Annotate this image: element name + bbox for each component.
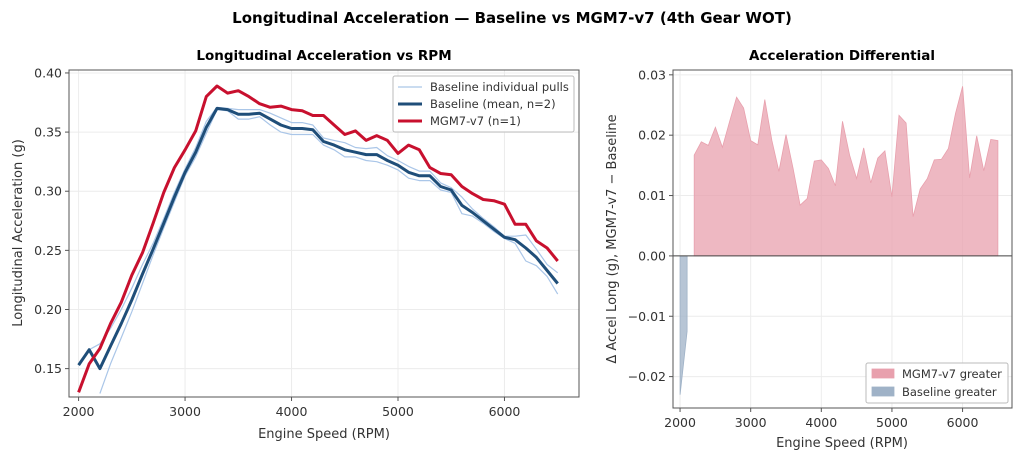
y-tick-label: 0.30	[34, 184, 62, 199]
y-tick-label: 0.25	[34, 243, 62, 258]
legend-label-mean: Baseline (mean, n=2)	[430, 97, 556, 111]
left-legend: Baseline individual pulls Baseline (mean…	[392, 75, 575, 133]
left-ylabel: Longitudinal Acceleration (g)	[11, 139, 26, 327]
right-xlabel: Engine Speed (RPM)	[776, 436, 908, 451]
y-tick-label: 0.40	[34, 65, 62, 80]
x-tick-label: 3000	[169, 404, 201, 419]
area-mgm7-greater	[693, 86, 999, 257]
series-line-mean	[77, 106, 559, 371]
y-tick-label: 0.02	[638, 128, 666, 143]
right-chart-title: Acceleration Differential	[749, 48, 935, 64]
right-axes-frame	[672, 69, 1013, 409]
y-tick-label: −0.01	[628, 309, 666, 324]
suptitle: Longitudinal Acceleration — Baseline vs …	[232, 9, 792, 27]
x-tick-label: 6000	[489, 404, 521, 419]
x-tick-label: 2000	[664, 415, 696, 430]
left-chart-title: Longitudinal Acceleration vs RPM	[196, 48, 451, 64]
y-tick-label: 0.00	[638, 248, 666, 263]
legend-swatch-neg	[871, 386, 895, 397]
legend-label-neg: Baseline greater	[902, 385, 997, 399]
x-tick-label: 4000	[276, 404, 308, 419]
x-tick-label: 2000	[63, 404, 95, 419]
y-tick-label: 0.20	[34, 302, 62, 317]
right-ylabel: Δ Accel Long (g), MGM7-v7 − Baseline	[605, 114, 620, 363]
legend-label-mgm7: MGM7-v7 (n=1)	[430, 114, 521, 128]
x-tick-label: 6000	[947, 415, 979, 430]
left-axes-frame	[68, 69, 580, 398]
legend-label-pos: MGM7-v7 greater	[902, 367, 1002, 381]
legend-swatch-pos	[871, 368, 895, 379]
series-line-mgm7	[77, 84, 559, 393]
series-line-pullA	[78, 106, 559, 366]
series-line-pullB	[99, 109, 559, 394]
y-tick-label: 0.03	[638, 67, 666, 82]
right-legend: MGM7-v7 greater Baseline greater	[865, 362, 1009, 404]
right-chart: Acceleration Differential 2000 3000 4000 50…	[605, 48, 1013, 451]
y-tick-label: 0.35	[34, 125, 62, 140]
area-baseline-greater	[679, 255, 688, 395]
x-tick-label: 5000	[382, 404, 414, 419]
x-tick-label: 5000	[876, 415, 908, 430]
x-tick-label: 4000	[805, 415, 837, 430]
left-chart: Longitudinal Acceleration vs RPM 2000 300…	[11, 48, 580, 442]
x-tick-label: 3000	[735, 415, 767, 430]
left-xlabel: Engine Speed (RPM)	[258, 427, 390, 442]
legend-label-pulls: Baseline individual pulls	[430, 80, 569, 94]
y-tick-label: 0.15	[34, 361, 62, 376]
y-tick-label: 0.01	[638, 188, 666, 203]
y-tick-label: −0.02	[628, 369, 666, 384]
